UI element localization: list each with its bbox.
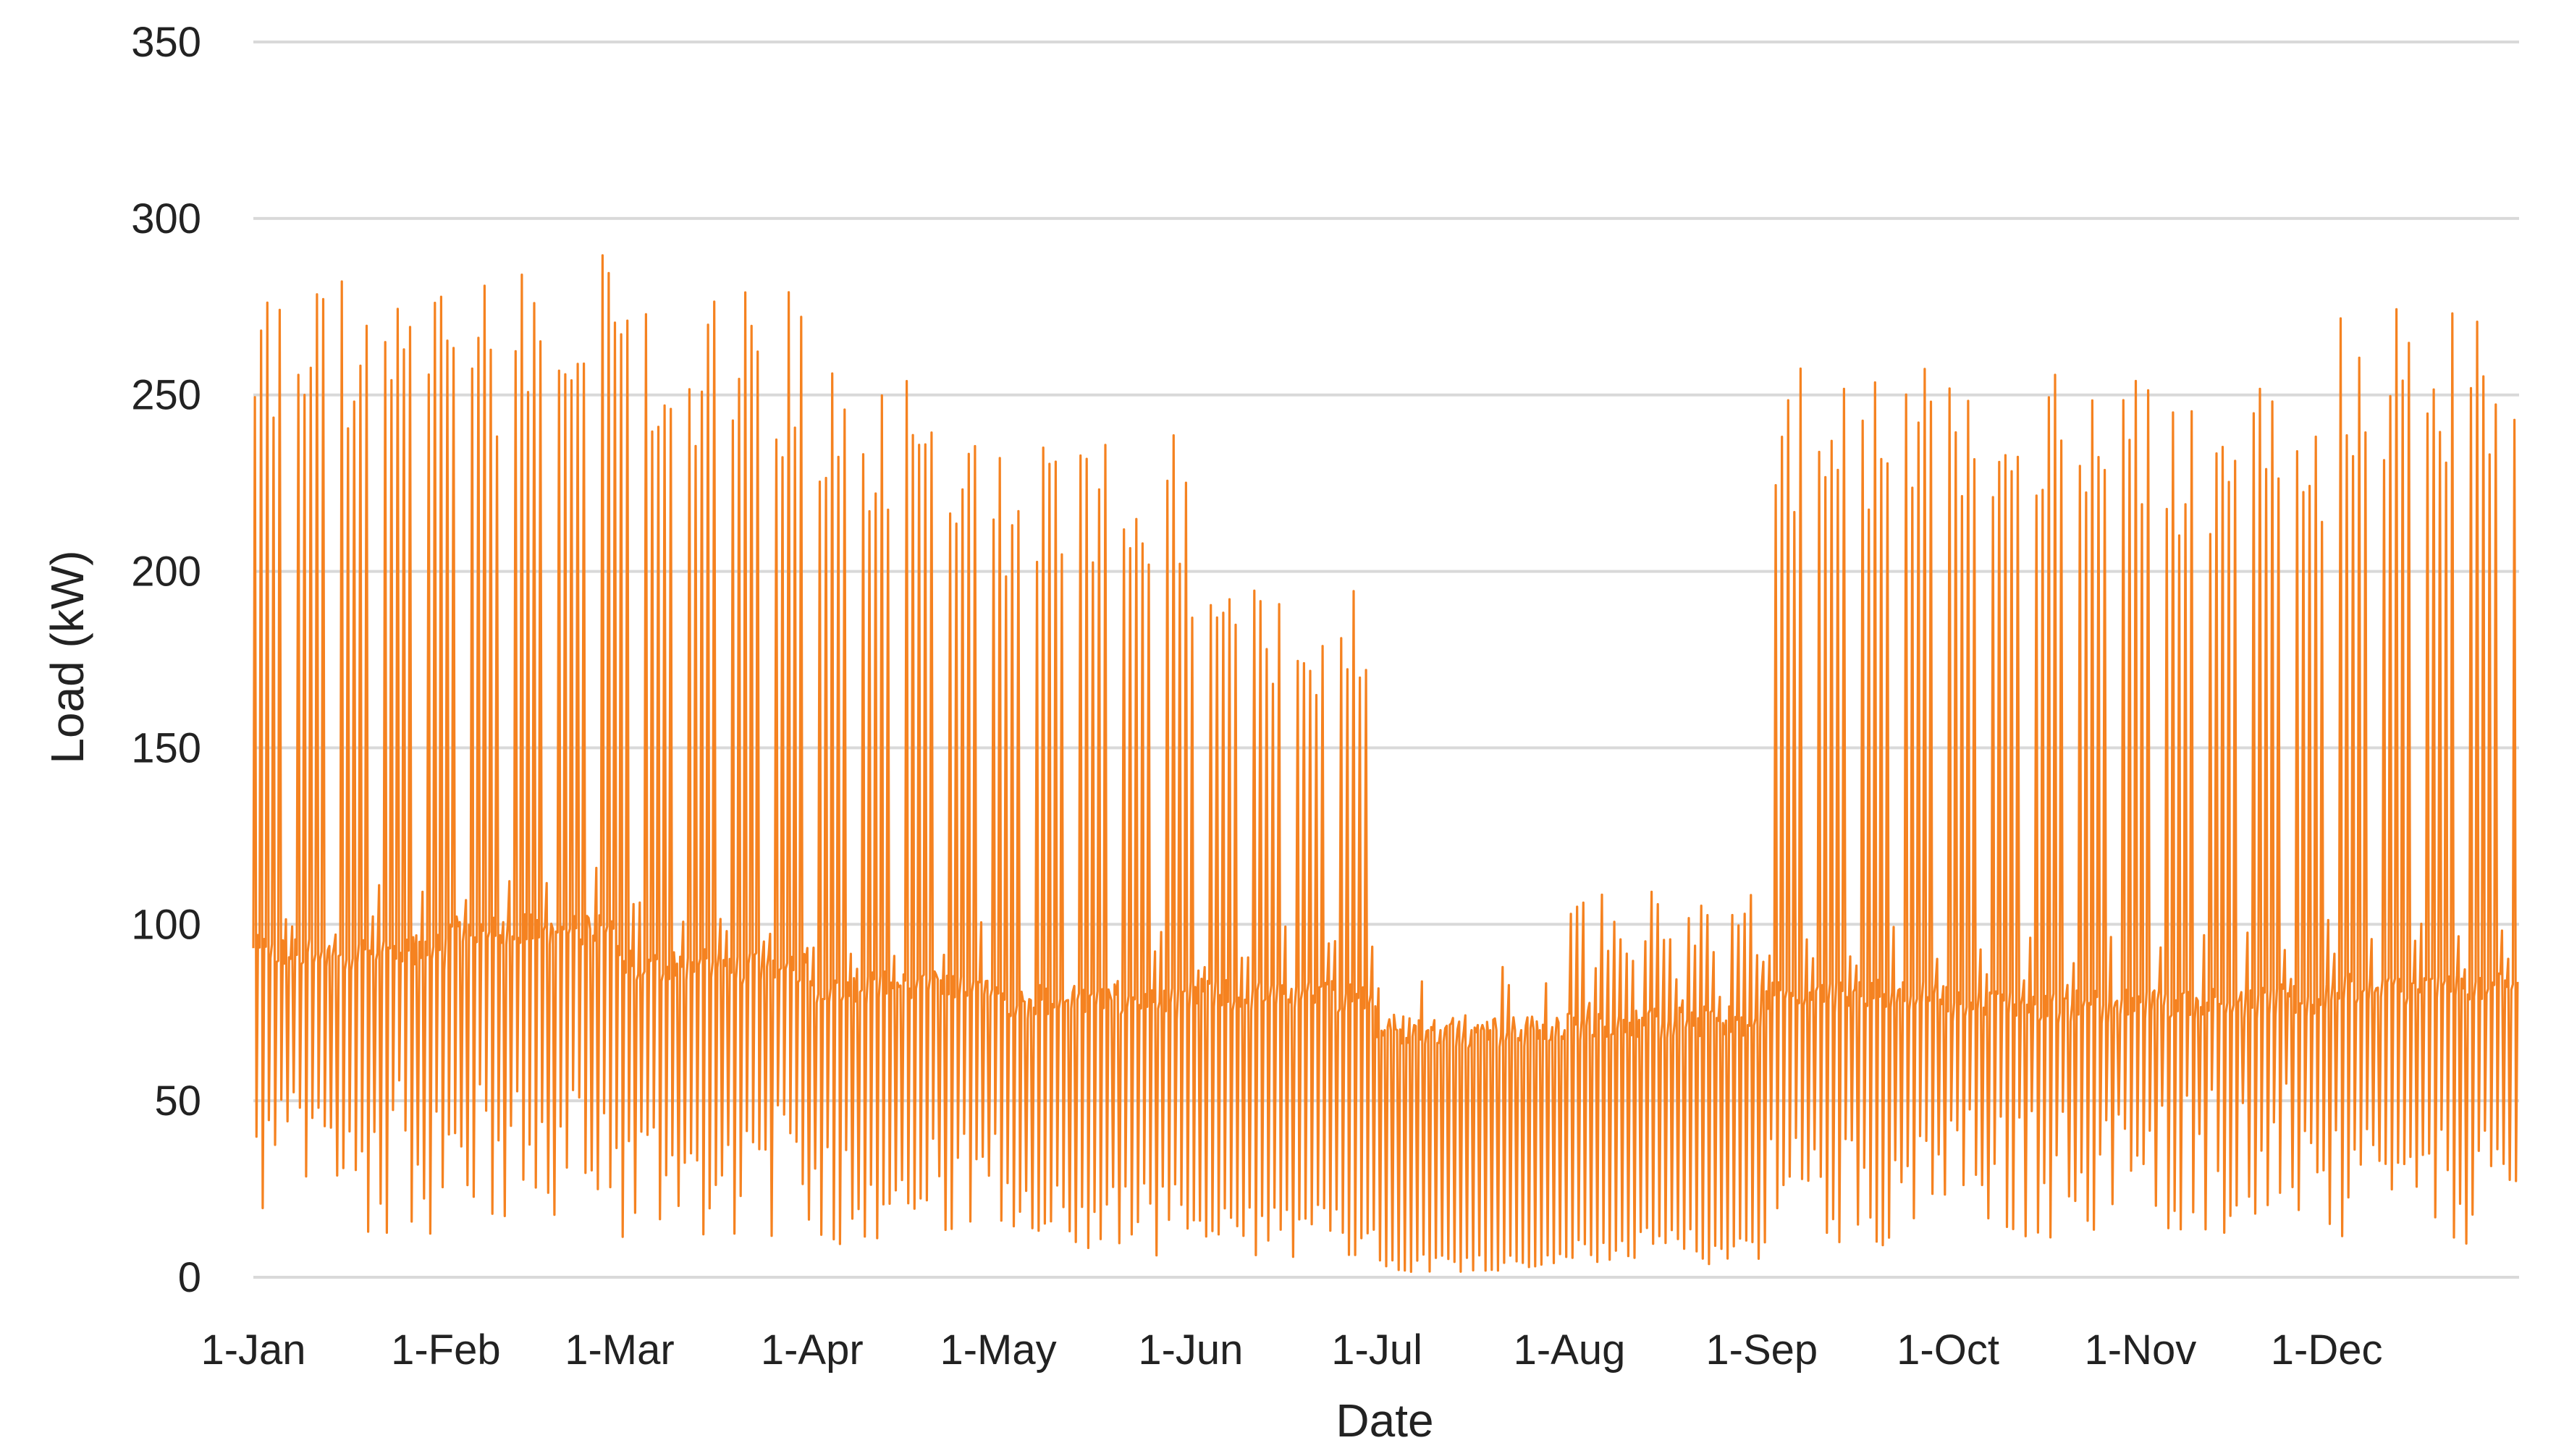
x-tick-label: 1-Aug: [1514, 1326, 1626, 1374]
x-tick-label: 1-Feb: [391, 1326, 501, 1374]
x-tick-label: 1-Jan: [201, 1326, 305, 1374]
x-axis-title: Date: [1336, 1394, 1433, 1447]
y-tick-label: 300: [131, 195, 201, 242]
y-tick-label: 0: [178, 1254, 201, 1301]
x-tick-label: 1-Jul: [1331, 1326, 1422, 1374]
y-axis-ticks: 0 50 100 150 200 250 300 350: [131, 19, 201, 1301]
x-tick-label: 1-Oct: [1897, 1326, 1999, 1374]
series-load: [252, 254, 2519, 1273]
y-tick-label: 100: [131, 901, 201, 948]
y-tick-label: 200: [131, 549, 201, 596]
gridlines: [253, 41, 2519, 1279]
x-tick-label: 1-Mar: [565, 1326, 674, 1374]
x-tick-label: 1-Jun: [1138, 1326, 1243, 1374]
x-axis-ticks: 1-Jan 1-Feb 1-Mar 1-Apr 1-May 1-Jun 1-Jul 1-Aug…: [201, 1326, 2382, 1374]
y-axis-title: Load (kW): [41, 550, 93, 763]
x-tick-label: 1-May: [940, 1326, 1056, 1374]
x-tick-label: 1-Dec: [2271, 1326, 2383, 1374]
y-tick-label: 350: [131, 19, 201, 66]
series-line-load: [252, 254, 2519, 1273]
x-tick-label: 1-Apr: [761, 1326, 864, 1374]
x-tick-label: 1-Nov: [2085, 1326, 2197, 1374]
y-tick-label: 250: [131, 372, 201, 419]
y-tick-label: 150: [131, 724, 201, 771]
y-tick-label: 50: [154, 1078, 201, 1125]
x-tick-label: 1-Sep: [1705, 1326, 1818, 1374]
